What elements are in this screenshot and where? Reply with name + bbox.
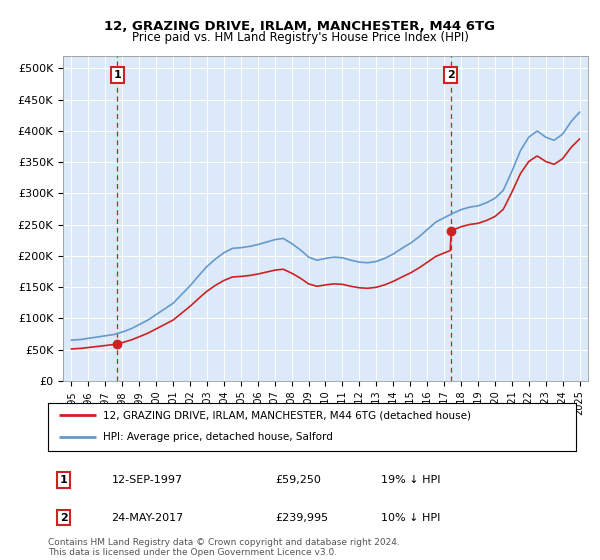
Text: £239,995: £239,995 (275, 513, 328, 522)
Text: 12, GRAZING DRIVE, IRLAM, MANCHESTER, M44 6TG: 12, GRAZING DRIVE, IRLAM, MANCHESTER, M4… (104, 20, 496, 32)
Text: 2: 2 (447, 70, 455, 80)
Text: 19% ↓ HPI: 19% ↓ HPI (380, 475, 440, 485)
Text: Price paid vs. HM Land Registry's House Price Index (HPI): Price paid vs. HM Land Registry's House … (131, 31, 469, 44)
Text: 1: 1 (60, 475, 68, 485)
Text: 24-MAY-2017: 24-MAY-2017 (112, 513, 184, 522)
Text: HPI: Average price, detached house, Salford: HPI: Average price, detached house, Salf… (103, 432, 334, 442)
Text: 2: 2 (60, 513, 68, 522)
Text: 12, GRAZING DRIVE, IRLAM, MANCHESTER, M44 6TG (detached house): 12, GRAZING DRIVE, IRLAM, MANCHESTER, M4… (103, 410, 472, 420)
Text: 10% ↓ HPI: 10% ↓ HPI (380, 513, 440, 522)
Text: 1: 1 (113, 70, 121, 80)
Text: £59,250: £59,250 (275, 475, 321, 485)
Text: Contains HM Land Registry data © Crown copyright and database right 2024.
This d: Contains HM Land Registry data © Crown c… (48, 538, 400, 557)
Text: 12-SEP-1997: 12-SEP-1997 (112, 475, 182, 485)
